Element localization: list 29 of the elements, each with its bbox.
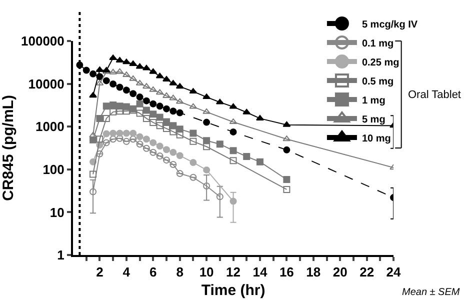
y-tick-label: 10000 xyxy=(28,76,64,92)
x-tick-label: 10 xyxy=(199,264,214,280)
y-tick-label: 1000 xyxy=(35,119,64,134)
x-tick-label: 8 xyxy=(176,264,184,280)
x-tick-label: 6 xyxy=(150,264,157,280)
x-tick-label: 4 xyxy=(122,264,131,280)
text: Mean ± SEM xyxy=(402,287,460,298)
y-axis-title: CR845 (pg/mL) xyxy=(0,95,17,201)
legend-label: 0.25 mg xyxy=(362,57,400,68)
x-tick-label: 22 xyxy=(360,264,374,280)
legend-label: 0.5 mg xyxy=(362,76,394,88)
y-tick-label: 10 xyxy=(50,204,64,220)
x-axis-title: Time (hr) xyxy=(201,282,266,300)
y-tick-label: 100000 xyxy=(21,34,64,49)
y-tick-label: 100 xyxy=(42,162,64,177)
x-tick-label: 2 xyxy=(96,264,104,280)
x-tick-label: 14 xyxy=(252,264,268,280)
x-tick-label: 20 xyxy=(332,264,348,280)
legend-label: 5 mcg/kg IV xyxy=(362,19,418,30)
x-tick-label: 24 xyxy=(386,264,402,280)
y-tick-label: 1 xyxy=(57,248,64,263)
x-tick-label: 12 xyxy=(226,264,241,280)
x-tick-label: 16 xyxy=(279,264,294,280)
text: Oral Tablet xyxy=(408,89,461,101)
legend-label: 10 mg xyxy=(362,133,391,144)
legend-label: 0.1 mg xyxy=(362,38,394,50)
x-tick-label: 18 xyxy=(306,264,321,280)
legend-label: 5 mg xyxy=(362,114,386,126)
legend-label: 1 mg xyxy=(362,95,386,106)
